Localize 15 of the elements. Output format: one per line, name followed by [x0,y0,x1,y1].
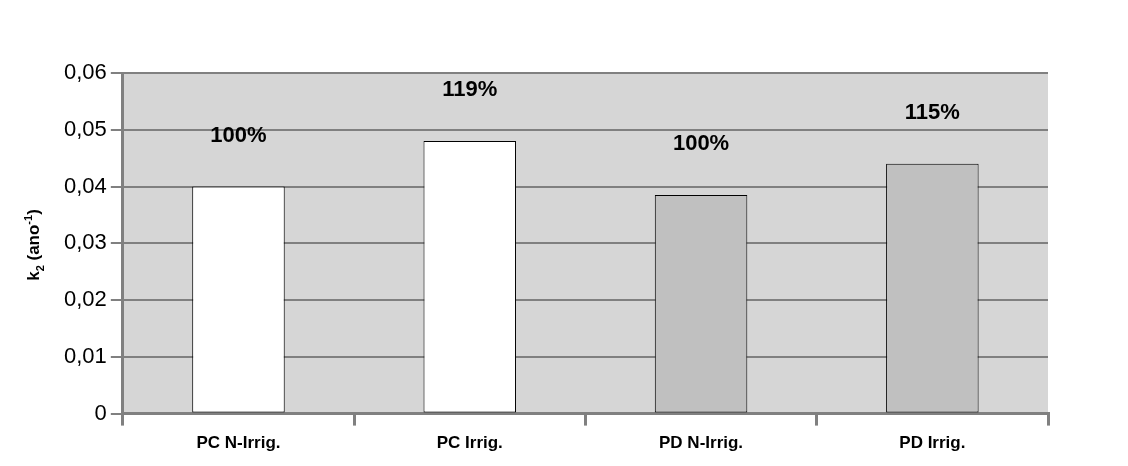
y-tick-label: 0,06 [63,59,107,85]
annotation: 100% [210,121,267,147]
x-tick-label: PD Irrig. [899,433,966,453]
x-tick-label: PC N-Irrig. [196,433,281,453]
y-tick-label: 0,02 [63,286,107,312]
y-tick-label: 0 [94,399,107,425]
annotation: 115% [904,98,960,124]
y-tick-label: 0,01 [63,342,107,368]
x-tick-label: PC Irrig. [436,433,503,453]
y-tick-label: 0,03 [63,229,107,255]
y-tick-label: 0,05 [63,115,107,141]
y-tick-label: 0,04 [63,172,107,198]
annotation: 119% [442,76,498,102]
x-tick-label: PD N-Irrig. [659,433,744,453]
annotation: 100% [672,130,730,156]
